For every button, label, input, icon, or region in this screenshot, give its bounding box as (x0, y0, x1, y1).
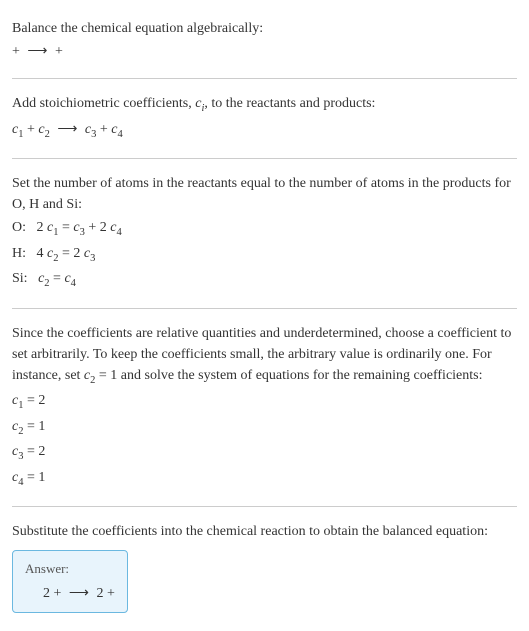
answer-box: Answer: 2 + ⟶ 2 + (12, 550, 128, 613)
stoich-pre: Add stoichiometric coefficients, (12, 96, 195, 111)
divider (12, 506, 517, 507)
elem-label: Si: (12, 271, 28, 286)
csub: 1 (53, 227, 58, 238)
arrow-icon: ⟶ (65, 583, 93, 604)
plus: + (88, 220, 99, 235)
divider (12, 78, 517, 79)
eq-sign: = (53, 271, 64, 286)
intro-equation: + ⟶ + (12, 41, 517, 62)
csub: 2 (53, 252, 58, 263)
substitute-text: Substitute the coefficients into the che… (12, 521, 517, 542)
c3-sub: 3 (91, 128, 96, 139)
coef: 2 (100, 220, 111, 235)
arrow-icon: ⟶ (23, 41, 51, 62)
stoich-text: Add stoichiometric coefficients, ci, to … (12, 93, 517, 117)
answer-post: 2 + (96, 586, 114, 601)
stoich-equation: c1 + c2 ⟶ c3 + c4 (12, 119, 517, 143)
eq-val: = 1 (23, 470, 45, 485)
csub: 4 (71, 278, 76, 289)
result-row: c3 = 2 (12, 441, 517, 465)
divider (12, 308, 517, 309)
answer-pre: 2 + (43, 586, 65, 601)
arrow-icon: ⟶ (53, 119, 81, 140)
eq-val: = 2 (23, 444, 45, 459)
csub: 3 (90, 252, 95, 263)
atom-row-o: O: 2 c1 = c3 + 2 c4 (12, 217, 517, 241)
eq-sign: = (62, 246, 73, 261)
intro-section: Balance the chemical equation algebraica… (12, 8, 517, 74)
c1-sub: 1 (18, 128, 23, 139)
substitute-section: Substitute the coefficients into the che… (12, 511, 517, 623)
eq-val: = 2 (23, 393, 45, 408)
intro-eq-pre: + (12, 44, 23, 59)
c2-sub: 2 (45, 128, 50, 139)
csub: 3 (80, 227, 85, 238)
csub: 4 (116, 227, 121, 238)
eq-sign: = (62, 220, 73, 235)
result-row: c4 = 1 (12, 467, 517, 491)
divider (12, 158, 517, 159)
solve-section: Since the coefficients are relative quan… (12, 313, 517, 503)
result-row: c2 = 1 (12, 416, 517, 440)
c4-sub: 4 (118, 128, 123, 139)
plus: + (100, 122, 111, 137)
atom-row-h: H: 4 c2 = 2 c3 (12, 243, 517, 267)
coef: 4 (37, 246, 48, 261)
coef: 2 (37, 220, 48, 235)
coef: 2 (73, 246, 84, 261)
elem-label: H: (12, 246, 26, 261)
plus: + (27, 122, 38, 137)
result-row: c1 = 2 (12, 390, 517, 414)
intro-eq-post: + (55, 44, 63, 59)
atoms-section: Set the number of atoms in the reactants… (12, 163, 517, 304)
eq-val: = 1 (23, 419, 45, 434)
solve-text: Since the coefficients are relative quan… (12, 323, 517, 389)
solve-post: = 1 and solve the system of equations fo… (95, 368, 482, 383)
csub: 2 (44, 278, 49, 289)
stoich-post: , to the reactants and products: (204, 96, 375, 111)
intro-text: Balance the chemical equation algebraica… (12, 18, 517, 39)
atoms-text: Set the number of atoms in the reactants… (12, 173, 517, 215)
atom-row-si: Si: c2 = c4 (12, 268, 517, 292)
stoich-section: Add stoichiometric coefficients, ci, to … (12, 83, 517, 154)
answer-label: Answer: (25, 559, 115, 579)
elem-label: O: (12, 220, 26, 235)
answer-equation: 2 + ⟶ 2 + (25, 583, 115, 604)
